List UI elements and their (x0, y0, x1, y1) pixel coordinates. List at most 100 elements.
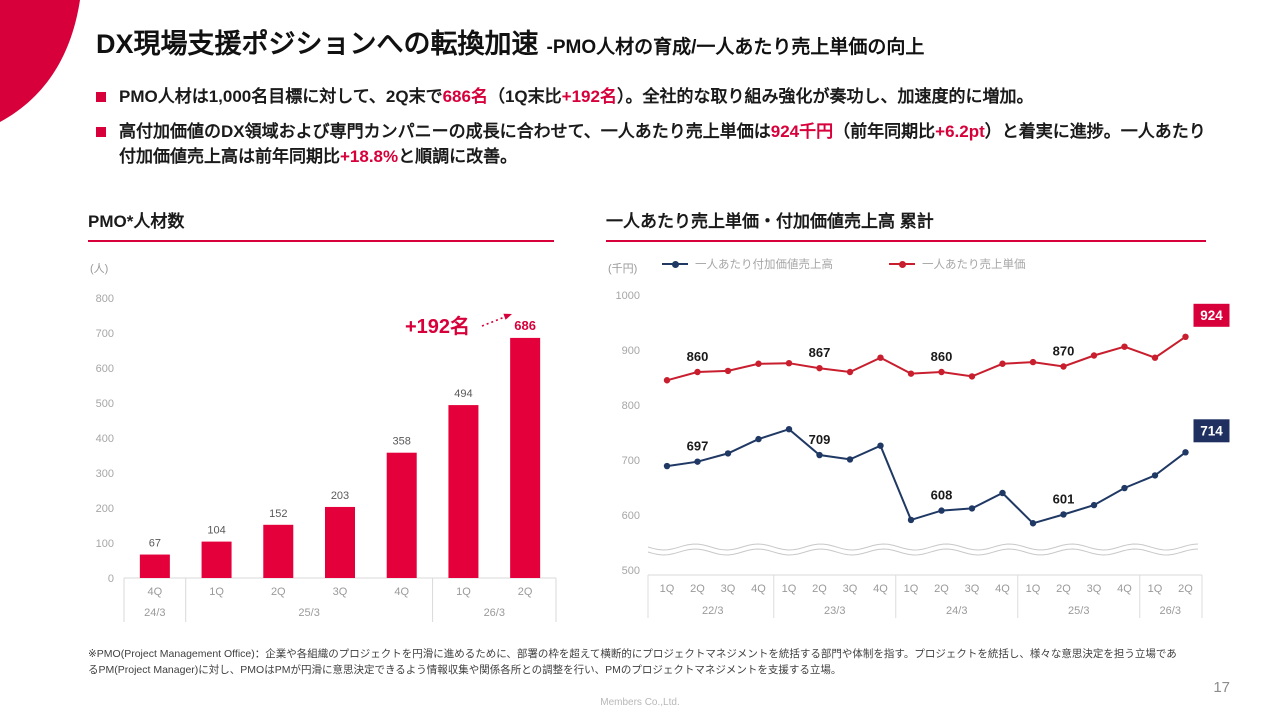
chart-legend: 一人あたり付加価値売上高 一人あたり売上単価 (662, 256, 1026, 272)
x-axis-tick: 3Q (333, 586, 348, 598)
bar (139, 554, 170, 578)
data-point-marker (1121, 343, 1128, 350)
data-point-marker (663, 377, 671, 384)
data-point-marker (694, 458, 701, 465)
data-point-marker (877, 442, 884, 449)
y-axis-unit: (千円) (608, 263, 638, 275)
page-title: DX現場支援ポジションへの転換加速 -PMO人材の育成/一人あたり売上単価の向上 (96, 22, 924, 61)
data-point-marker (663, 462, 671, 470)
bullet-text: 高付加価値のDX領域および専門カンパニーの成長に合わせて、一人あたり売上単価は9… (119, 119, 1218, 170)
bar-chart-plot: 0 100 200 300 400 500 600 700 800 67 4Q 104 1Q 152 2Q 2… (88, 250, 578, 630)
data-point-marker (724, 367, 732, 375)
bar-value-label: 494 (454, 388, 472, 400)
x-axis-tick: 1Q (209, 586, 224, 598)
legend-label: 一人あたり売上単価 (922, 259, 1026, 271)
data-point-marker (968, 373, 976, 380)
data-point-marker (1060, 511, 1067, 518)
data-point-marker (785, 426, 793, 433)
page-number: 17 (1213, 679, 1230, 696)
legend-item-value-added: 一人あたり付加価値売上高 (662, 256, 833, 272)
y-axis-tick: 800 (622, 400, 640, 412)
line-chart-plot: 500 600 700 800 900 1000 1Q 2Q 3Q 4Q 1Q 2Q 3Q 4Q 1Q 2Q 3… (600, 250, 1260, 630)
footnote: ※PMO(Project Management Office)：企業や各組織のプ… (88, 648, 1177, 677)
x-axis-tick: 1Q (456, 586, 471, 598)
bar (201, 541, 232, 578)
chart-title: 一人あたり売上単価・付加価値売上高 累計 (606, 212, 934, 231)
bullet-highlight-text: 686名 (442, 87, 488, 106)
year-group-label: 26/3 (1160, 605, 1181, 617)
axis-break-wave (647, 548, 1199, 556)
y-axis-tick: 700 (96, 328, 114, 340)
bullet-highlight-text: 924千円 (770, 121, 834, 141)
y-axis-tick: 300 (96, 468, 114, 480)
bullet-item: PMO人材は1,000名目標に対して、2Q末で686名（1Q末比+192名）。全… (96, 84, 1218, 110)
series-line-1 (666, 335, 1187, 382)
x-axis-tick: 4Q (148, 586, 163, 598)
bullet-plain-text: 高付加価値のDX領域および専門カンパニーの成長に合わせて、一人あたり売上単価は (119, 121, 771, 141)
line-chart-svg: 500 600 700 800 900 1000 1Q 2Q 3Q 4Q 1Q 2Q 3Q 4Q 1Q 2Q 3… (616, 290, 1230, 618)
chart-title-underline (88, 240, 554, 242)
bar (325, 506, 355, 578)
final-value-box (1193, 419, 1230, 443)
y-axis-unit: (人) (90, 263, 109, 275)
bullet-text: PMO人材は1,000名目標に対して、2Q末で686名（1Q末比+192名）。全… (119, 84, 1033, 110)
data-point-marker (846, 456, 854, 463)
bar-chart-svg: 0 100 200 300 400 500 600 700 800 67 4Q 104 1Q 152 2Q 2… (96, 293, 557, 622)
title-sub: -PMO人材の育成/一人あたり売上単価の向上 (546, 37, 925, 58)
data-point-marker (1029, 520, 1037, 527)
bar-value-label: 67 (149, 538, 161, 550)
data-label: 860 (931, 349, 953, 364)
x-axis-tick: 4Q (873, 583, 888, 595)
legend-dot-blue-icon (671, 260, 679, 268)
legend-item-unit-price: 一人あたり売上単価 (889, 256, 1026, 272)
data-point-marker (877, 354, 884, 361)
bullet-square-icon (96, 126, 106, 137)
x-axis-tick: 1Q (660, 583, 675, 595)
y-axis-tick: 800 (96, 293, 114, 305)
chart-title-underline (606, 240, 1206, 242)
y-axis-tick: 700 (622, 455, 640, 467)
y-axis-tick: 500 (96, 398, 114, 410)
y-axis-tick: 200 (96, 503, 114, 515)
y-axis-tick: 400 (96, 433, 114, 445)
data-point-marker (755, 435, 762, 443)
x-axis-tick: 1Q (782, 583, 797, 595)
x-axis-tick: 4Q (751, 583, 766, 595)
revenue-per-person-chart: 一人あたり売上単価・付加価値売上高 累計 一人あたり付加価値売上高 一人あたり売… (606, 212, 1206, 275)
x-axis-tick: 3Q (1087, 583, 1102, 595)
data-label: 608 (931, 488, 953, 503)
x-axis-tick: 2Q (690, 583, 705, 595)
bullet-square-icon (96, 92, 106, 102)
data-label: 860 (687, 349, 709, 364)
x-axis-tick: 1Q (904, 583, 919, 595)
x-axis-tick: 2Q (934, 583, 949, 595)
y-axis-tick: 900 (622, 345, 640, 357)
legend-dot-red-icon (898, 260, 906, 268)
x-axis-tick: 3Q (721, 583, 736, 595)
bullet-list: PMO人材は1,000名目標に対して、2Q末で686名（1Q末比+192名）。全… (96, 84, 1218, 179)
data-point-marker (846, 368, 854, 376)
x-axis-tick: 2Q (1178, 583, 1193, 595)
x-axis-tick: 4Q (394, 586, 409, 598)
bullet-item: 高付加価値のDX領域および専門カンパニーの成長に合わせて、一人あたり売上単価は9… (96, 119, 1218, 170)
x-axis-tick: 4Q (1117, 583, 1132, 595)
data-point-marker (907, 370, 915, 377)
data-point-marker (1121, 484, 1128, 492)
bullet-plain-text: （1Q末比 (487, 87, 562, 106)
data-point-marker (816, 364, 823, 372)
data-point-marker (999, 360, 1006, 367)
y-axis-tick: 1000 (616, 290, 640, 302)
x-axis-tick: 1Q (1148, 583, 1163, 595)
x-axis-tick: 2Q (1056, 583, 1071, 595)
x-axis-tick: 4Q (995, 583, 1010, 595)
year-group-label: 25/3 (1068, 605, 1089, 617)
x-axis-tick: 3Q (843, 583, 858, 595)
x-axis-tick: 3Q (965, 583, 980, 595)
year-group-label: 24/3 (946, 605, 967, 617)
footer-company: Members Co.,Ltd. (600, 697, 680, 708)
data-point-marker (1060, 363, 1067, 370)
pmo-headcount-chart: PMO*人材数 (人) (88, 212, 554, 275)
bar-value-label: 686 (514, 318, 536, 333)
data-point-marker (907, 516, 915, 524)
bullet-plain-text: PMO人材は1,000名目標に対して、2Q末で (119, 87, 443, 106)
